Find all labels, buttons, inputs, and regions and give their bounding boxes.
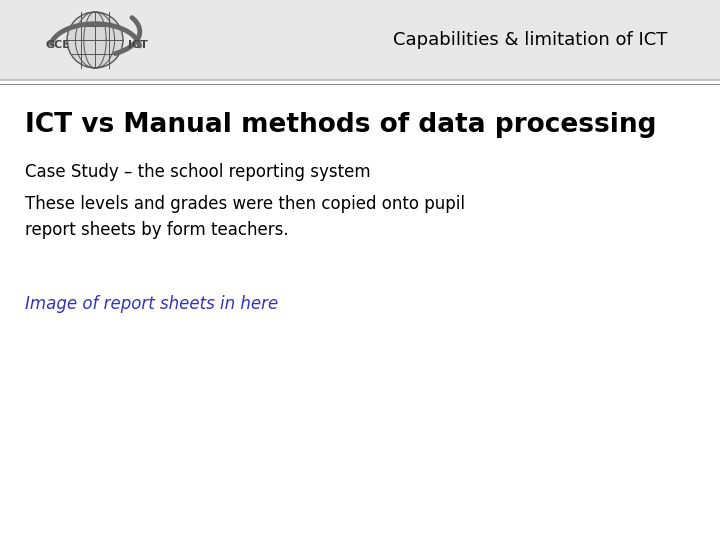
Text: Capabilities & limitation of ICT: Capabilities & limitation of ICT — [393, 31, 667, 49]
Bar — [0, 0, 720, 80]
Ellipse shape — [67, 12, 123, 68]
Text: These levels and grades were then copied onto pupil
report sheets by form teache: These levels and grades were then copied… — [25, 195, 465, 239]
Text: ICT: ICT — [128, 40, 148, 50]
Text: Case Study – the school reporting system: Case Study – the school reporting system — [25, 163, 371, 181]
Text: Image of report sheets in here: Image of report sheets in here — [25, 295, 278, 313]
Text: ICT vs Manual methods of data processing: ICT vs Manual methods of data processing — [25, 112, 657, 138]
Text: GCE: GCE — [45, 40, 70, 50]
